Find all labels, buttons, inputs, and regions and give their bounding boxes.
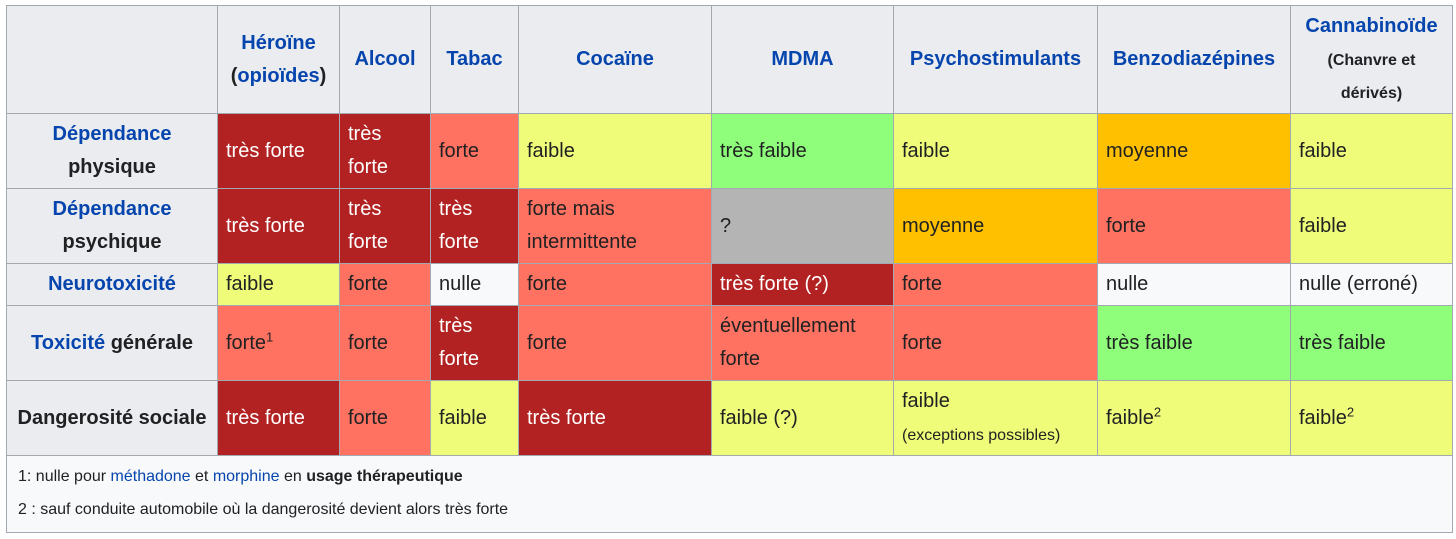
notes-row: 1: nulle pour méthadone et morphine en u… (6, 455, 1453, 533)
row-dependance-psychique: Dépendance psychique très forte très fort… (6, 188, 1453, 264)
psychostimulants-link[interactable]: Psychostimulants (909, 48, 1082, 70)
cell-danger-psychostimulants: faible (exceptions possibles) (893, 380, 1098, 456)
cell-neuro-tabac: nulle (430, 263, 519, 306)
header-mdma: MDMA (711, 5, 894, 114)
footnote-ref-2b[interactable]: 2 (1346, 403, 1355, 419)
cannabinoide-subtitle: (Chanvre et dérivés) (1327, 52, 1416, 102)
cell-danger-tabac: faible (430, 380, 519, 456)
cannabinoide-link[interactable]: Cannabinoïde (1305, 15, 1438, 37)
cell-toxi-cocaine: forte (518, 305, 712, 381)
cell-dep-psy-psychostimulants: moyenne (893, 188, 1098, 264)
cell-danger-heroine: très forte (217, 380, 340, 456)
row-label-dependance-psychique: Dépendance psychique (6, 188, 218, 264)
header-tabac: Tabac (430, 5, 519, 114)
header-benzodiazepines: Benzodiazépines (1097, 5, 1291, 114)
cell-dep-psy-benzo: forte (1097, 188, 1291, 264)
drug-comparison-table: Héroïne (opioïdes) Alcool Tabac Cocaïne … (6, 5, 1453, 533)
header-corner (6, 5, 218, 114)
cell-neuro-benzo: nulle (1097, 263, 1291, 306)
cell-danger-cannabis: faible2 (1290, 380, 1453, 456)
benzodiazepines-link[interactable]: Benzodiazépines (1112, 48, 1276, 70)
cell-danger-cocaine: très forte (518, 380, 712, 456)
cell-toxi-benzo: très faible (1097, 305, 1291, 381)
cell-dep-phys-benzo: moyenne (1097, 113, 1291, 189)
comparison-table-wrapper: Héroïne (opioïdes) Alcool Tabac Cocaïne … (6, 5, 1453, 533)
header-alcool: Alcool (339, 5, 431, 114)
morphine-link[interactable]: morphine (212, 468, 280, 485)
heroine-link[interactable]: Héroïne (241, 31, 316, 54)
cell-toxi-psychostimulants: forte (893, 305, 1098, 381)
opioides-link[interactable]: opioïdes (237, 64, 320, 87)
neurotoxicite-link[interactable]: Neurotoxicité (48, 273, 176, 295)
dependance-link[interactable]: Dépendance (52, 123, 172, 145)
footnote-ref-1[interactable]: 1 (266, 328, 274, 344)
cell-toxi-tabac: très forte (430, 305, 519, 381)
header-cocaine: Cocaïne (518, 5, 712, 114)
row-label-neurotoxicite: Neurotoxicité (6, 263, 218, 306)
row-label-dependance-physique: Dépendance physique (6, 113, 218, 189)
row-neurotoxicite: Neurotoxicité faible forte nulle forte t… (6, 263, 1453, 306)
exceptions-note: (exceptions possibles) (902, 426, 1061, 444)
tabac-link[interactable]: Tabac (446, 48, 503, 70)
cell-dep-psy-cannabis: faible (1290, 188, 1453, 264)
row-label-toxicite-generale: Toxicité générale (6, 305, 218, 381)
cell-dep-psy-heroine: très forte (217, 188, 340, 264)
cocaine-link[interactable]: Cocaïne (576, 48, 654, 70)
toxicite-link[interactable]: Toxicité (31, 331, 106, 354)
cell-danger-alcool: forte (339, 380, 431, 456)
cell-neuro-mdma: très forte (?) (711, 263, 894, 306)
header-cannabinoide: Cannabinoïde (Chanvre et dérivés) (1290, 5, 1453, 114)
cell-dep-psy-cocaine: forte mais intermittente (518, 188, 712, 264)
cell-dep-phys-cocaine: faible (518, 113, 712, 189)
row-dependance-physique: Dépendance physique très forte très forte… (6, 113, 1453, 189)
note-1: 1: nulle pour méthadone et morphine en u… (18, 468, 463, 485)
cell-dep-phys-mdma: très faible (711, 113, 894, 189)
cell-toxi-mdma: éventuellement forte (711, 305, 894, 381)
cell-dep-phys-heroine: très forte (217, 113, 340, 189)
header-psychostimulants: Psychostimulants (893, 5, 1098, 114)
cell-neuro-alcool: forte (339, 263, 431, 306)
row-toxicite-generale: Toxicité générale forte1 forte très fort… (6, 305, 1453, 381)
cell-danger-benzo: faible2 (1097, 380, 1291, 456)
row-label-dangerosite-sociale: Dangerosité sociale (6, 380, 218, 456)
footnote-ref-2[interactable]: 2 (1153, 403, 1162, 419)
header-heroine: Héroïne (opioïdes) (217, 5, 340, 114)
cell-danger-mdma: faible (?) (711, 380, 894, 456)
header-row: Héroïne (opioïdes) Alcool Tabac Cocaïne … (6, 5, 1453, 114)
methadone-link[interactable]: méthadone (110, 468, 191, 485)
cell-neuro-psychostimulants: forte (893, 263, 1098, 306)
dependance-psy-link[interactable]: Dépendance (52, 198, 172, 220)
row-dangerosite-sociale: Dangerosité sociale très forte forte fai… (6, 380, 1453, 456)
cell-dep-phys-alcool: très forte (339, 113, 431, 189)
cell-toxi-alcool: forte (339, 305, 431, 381)
note-2: 2 : sauf conduite automobile où la dange… (18, 501, 509, 518)
notes-cell: 1: nulle pour méthadone et morphine en u… (6, 455, 1453, 533)
cell-dep-psy-alcool: très forte (339, 188, 431, 264)
cell-dep-phys-tabac: forte (430, 113, 519, 189)
cell-dep-psy-mdma: ? (711, 188, 894, 264)
cell-toxi-cannabis: très faible (1290, 305, 1453, 381)
cell-neuro-cannabis: nulle (erroné) (1290, 263, 1453, 306)
mdma-link[interactable]: MDMA (771, 48, 834, 70)
usage-therapeutique: usage thérapeutique (306, 468, 463, 485)
cell-dep-psy-tabac: très forte (430, 188, 519, 264)
alcool-link[interactable]: Alcool (354, 48, 416, 70)
cell-toxi-heroine: forte1 (217, 305, 340, 381)
cell-dep-phys-psychostimulants: faible (893, 113, 1098, 189)
cell-dep-phys-cannabis: faible (1290, 113, 1453, 189)
cell-neuro-heroine: faible (217, 263, 340, 306)
cell-neuro-cocaine: forte (518, 263, 712, 306)
